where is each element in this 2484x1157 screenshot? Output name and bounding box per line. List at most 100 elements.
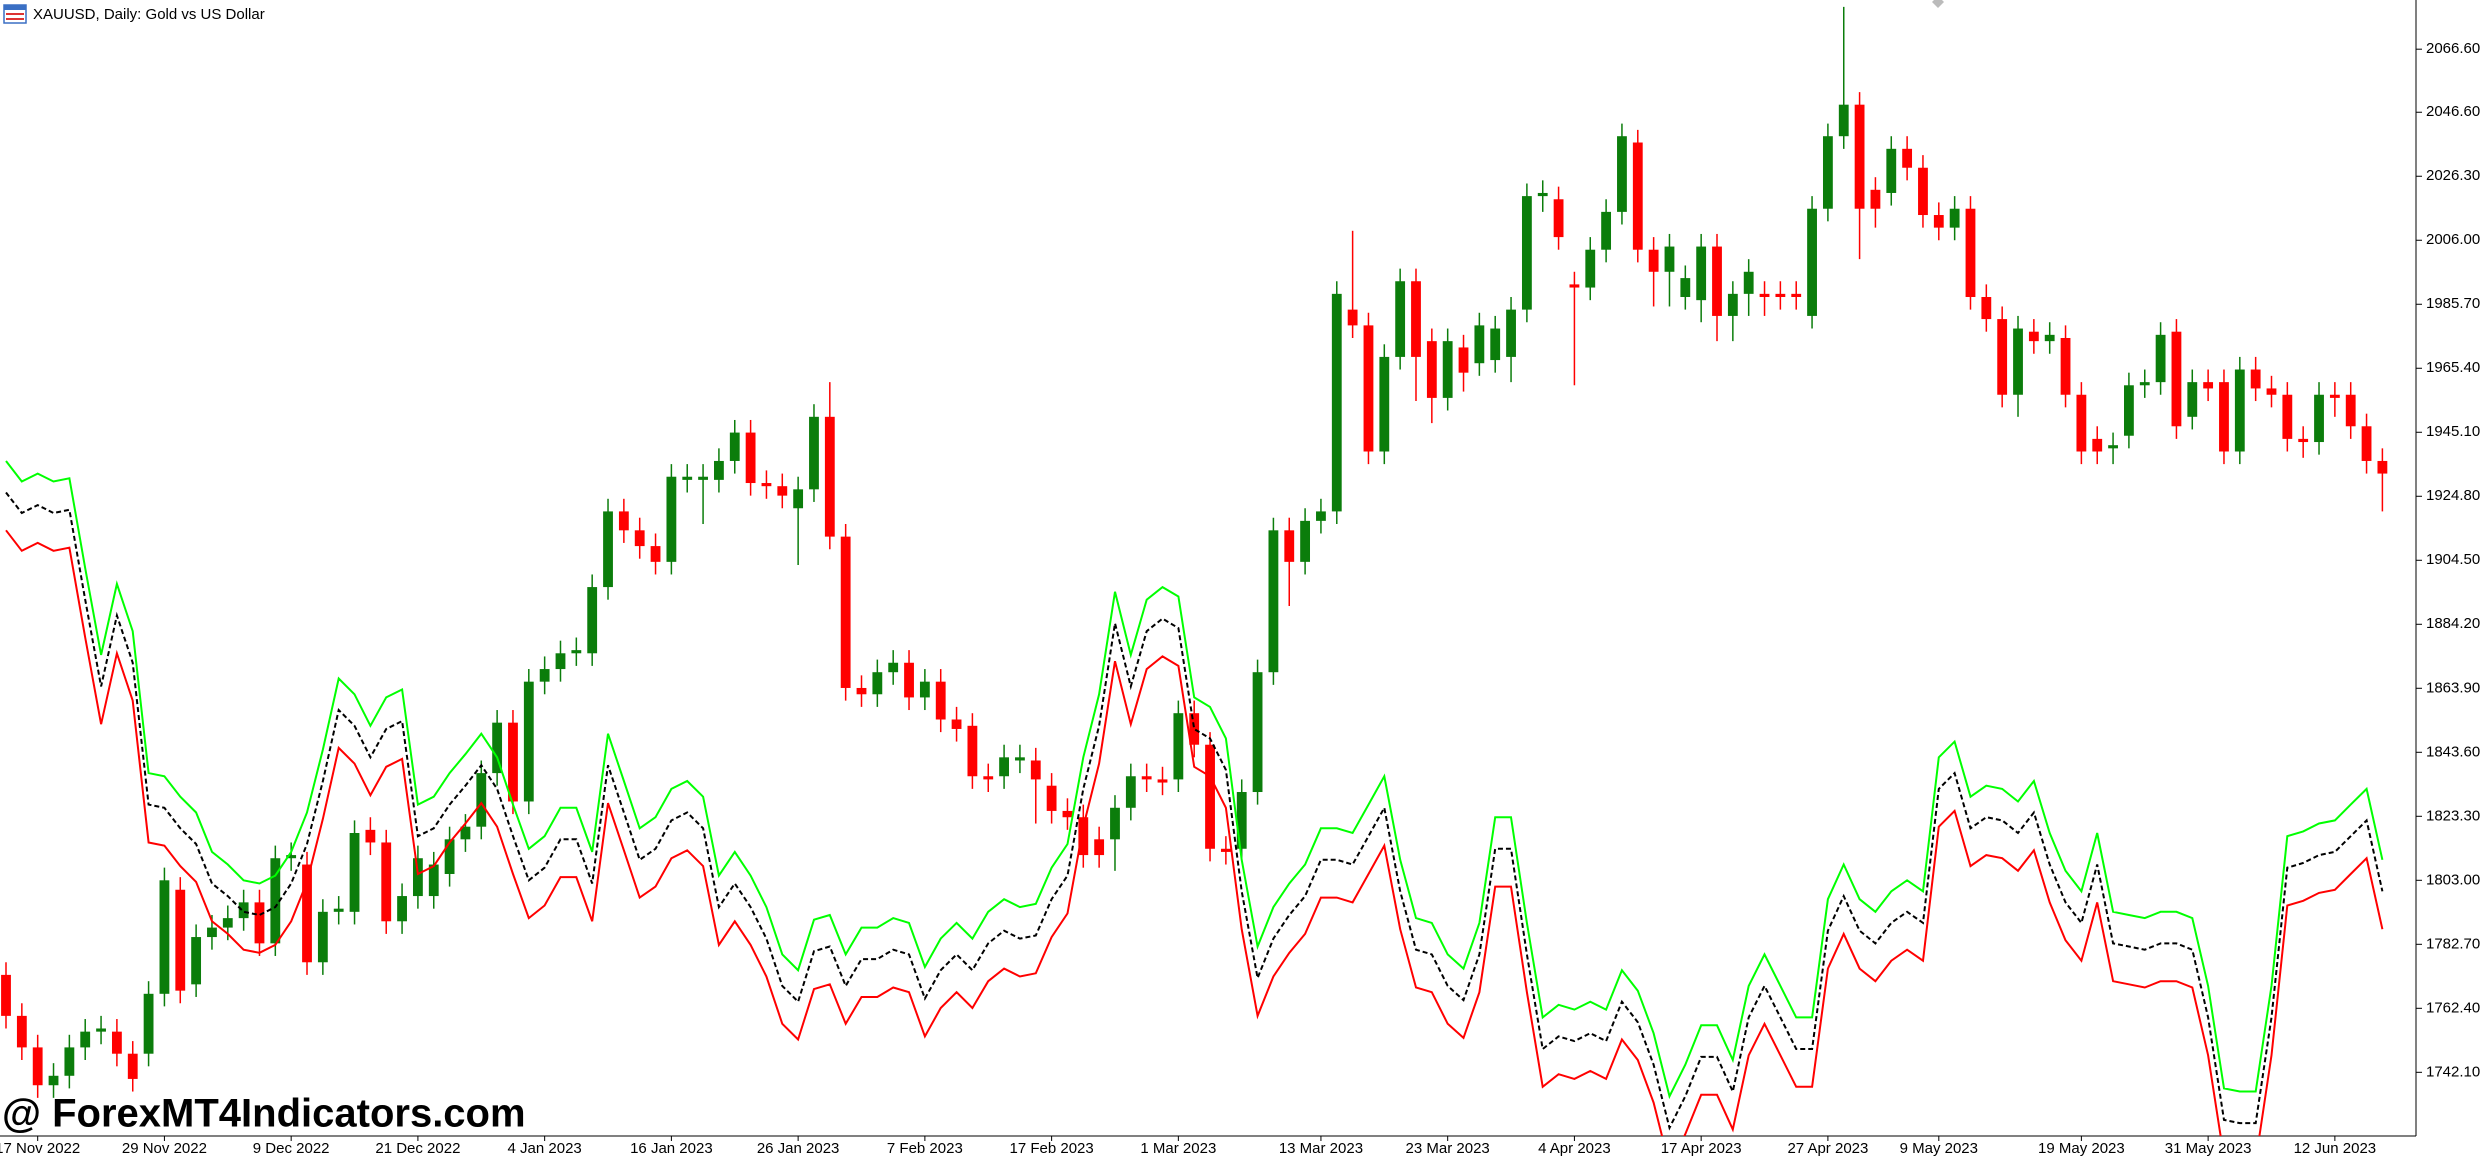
candle-body	[555, 653, 566, 670]
candle-body	[111, 1031, 122, 1054]
candle-body	[1125, 776, 1136, 808]
x-tick-label: 4 Jan 2023	[508, 1140, 582, 1157]
y-tick-label: 1965.40	[2426, 359, 2480, 376]
candle-body	[523, 681, 534, 802]
candle-body	[1807, 208, 1817, 316]
candle-body	[2361, 426, 2372, 461]
candle-body	[365, 829, 376, 843]
candle-body	[666, 476, 677, 562]
candle-body	[1062, 810, 1073, 818]
candle-body	[1030, 760, 1041, 780]
candle-body	[904, 662, 914, 698]
candle-body	[48, 1075, 59, 1086]
candle-body	[1537, 192, 1548, 197]
candle-body	[508, 722, 518, 802]
candle-body	[1997, 319, 2008, 395]
candle-body	[2092, 438, 2103, 452]
candle-body	[1585, 249, 1596, 288]
y-tick-label: 2026.30	[2426, 167, 2480, 184]
candle-body	[682, 476, 693, 480]
candle-body	[1506, 309, 1516, 357]
candle-body	[935, 681, 946, 720]
candle-body	[983, 776, 994, 780]
candle-body	[444, 839, 455, 874]
candle-body	[1902, 148, 1913, 168]
candle-body	[1157, 779, 1168, 783]
candle-body	[1521, 196, 1532, 310]
indicator-line	[5, 529, 2384, 1136]
x-tick-label: 19 May 2023	[2038, 1140, 2125, 1157]
candle-body	[2171, 331, 2182, 427]
candle-body	[1870, 189, 1881, 209]
candle-body	[349, 833, 360, 912]
y-tick-label: 1823.30	[2426, 807, 2480, 824]
scroll-marker	[1932, 0, 1944, 8]
candle-body	[888, 662, 899, 673]
chart-title: XAUUSD, Daily: Gold vs US Dollar	[33, 6, 265, 23]
x-tick-label: 17 Feb 2023	[1009, 1140, 1093, 1157]
candle-body	[191, 937, 202, 985]
candle-body	[1569, 284, 1580, 288]
x-tick-label: 26 Jan 2023	[757, 1140, 840, 1157]
candle-body	[1791, 293, 1802, 298]
candle-body	[1442, 341, 1453, 398]
candle-body	[539, 669, 550, 682]
candle-body	[1965, 208, 1976, 298]
candle-body	[872, 672, 883, 695]
y-tick-label: 1803.00	[2426, 871, 2480, 888]
candle-body	[840, 536, 851, 688]
candle-body	[1759, 293, 1770, 298]
candle-body	[2108, 445, 2118, 449]
candle-body	[1173, 713, 1184, 780]
symbol-icon	[3, 4, 27, 24]
candle-body	[793, 489, 804, 509]
candle-body	[2076, 394, 2087, 452]
candle-body	[1553, 199, 1564, 238]
candle-body	[2282, 394, 2293, 439]
candle-body	[175, 889, 186, 991]
candle-body	[222, 918, 233, 928]
y-tick-label: 1843.60	[2426, 743, 2480, 760]
candle-body	[127, 1053, 138, 1079]
candle-body	[1236, 792, 1247, 849]
x-tick-label: 13 Mar 2023	[1279, 1140, 1363, 1157]
indicator-line	[5, 460, 2384, 1100]
candle-body	[1822, 136, 1833, 209]
candle-body	[2345, 394, 2356, 427]
y-tick-label: 1782.70	[2426, 935, 2480, 952]
candle-body	[2187, 382, 2198, 417]
candle-body	[32, 1047, 43, 1086]
candle-body	[397, 896, 407, 922]
candle-body	[1474, 325, 1485, 364]
candle-body	[64, 1047, 75, 1076]
candle-body	[1, 974, 11, 1016]
candle-body	[1664, 246, 1675, 272]
candle-body	[302, 864, 312, 963]
candle-body	[80, 1031, 91, 1048]
candle-body	[1379, 356, 1390, 452]
candle-body	[1316, 511, 1326, 521]
x-tick-label: 21 Dec 2022	[375, 1140, 460, 1157]
candle-body	[1949, 208, 1960, 228]
candle-body	[2203, 382, 2214, 389]
candle-body	[1696, 246, 1707, 301]
candle-body	[1601, 211, 1612, 250]
candle-body	[951, 719, 962, 729]
candle-body	[1886, 148, 1897, 193]
candle-body	[492, 722, 503, 774]
candle-body	[1680, 278, 1691, 298]
candle-body	[571, 650, 582, 654]
x-tick-label: 9 May 2023	[1900, 1140, 1978, 1157]
candle-body	[1015, 757, 1025, 761]
candle-body	[143, 993, 154, 1054]
candle-body	[634, 530, 645, 547]
x-tick-label: 27 Apr 2023	[1787, 1140, 1868, 1157]
x-tick-label: 12 Jun 2023	[2294, 1140, 2377, 1157]
x-tick-label: 17 Nov 2022	[0, 1140, 80, 1157]
candle-body	[698, 476, 708, 480]
x-tick-label: 7 Feb 2023	[887, 1140, 963, 1157]
candle-body	[618, 511, 629, 531]
candle-body	[428, 864, 439, 897]
candle-body	[1743, 271, 1754, 294]
